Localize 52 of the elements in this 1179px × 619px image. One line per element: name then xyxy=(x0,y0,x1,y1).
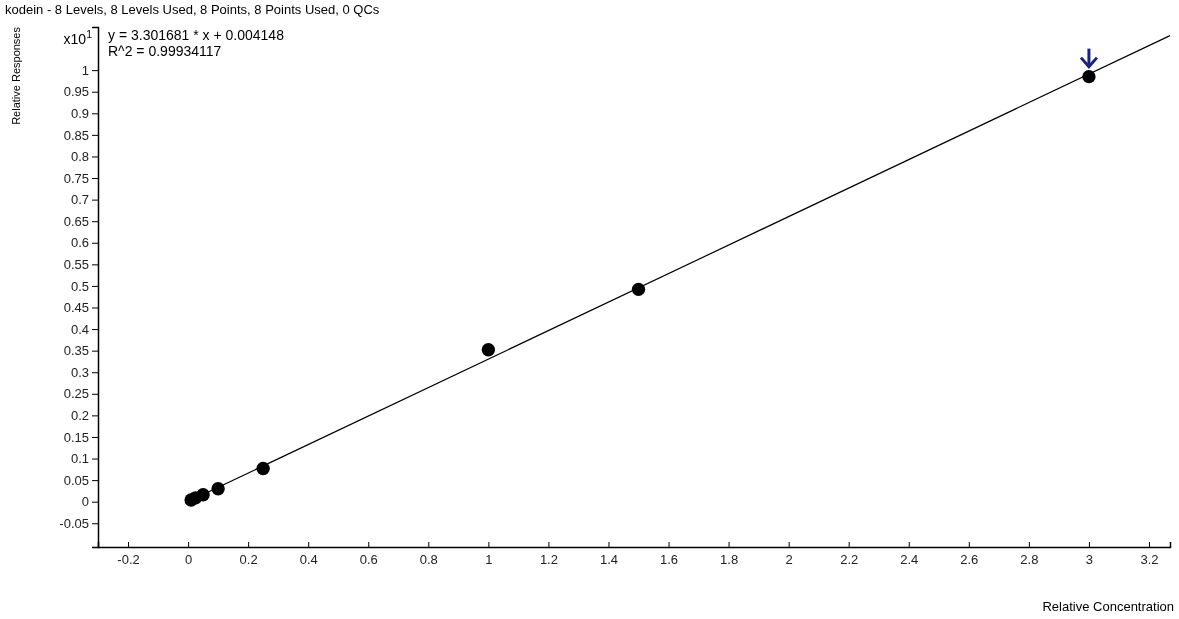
point xyxy=(1082,69,1096,84)
x-axis-title: Relative Concentration xyxy=(1042,599,1174,614)
y-tick-label: 0.7 xyxy=(70,192,89,208)
y-tick-label: 0.15 xyxy=(63,429,89,445)
point xyxy=(211,482,225,496)
x-tick-label: 1.6 xyxy=(659,552,679,568)
y-tick-label: 0.65 xyxy=(63,213,89,229)
point xyxy=(196,488,210,502)
x-tick-label: 0.6 xyxy=(359,552,378,568)
point xyxy=(481,343,496,357)
x-tick-label: 1.8 xyxy=(720,552,739,568)
y-tick-label: 0.25 xyxy=(63,386,89,402)
y-tick-label: 0.6 xyxy=(70,235,89,251)
annotation: R^2 = 0.99934117 xyxy=(108,43,222,59)
x-tick-label: 1.4 xyxy=(599,552,619,568)
y-tick-label: 0.05 xyxy=(63,472,89,488)
x-tick-label: 0.2 xyxy=(239,552,258,568)
point xyxy=(631,282,646,297)
y-tick-label: 0 xyxy=(81,494,89,510)
x-tick-label: 2 xyxy=(785,552,793,568)
x-tick-label: 2.6 xyxy=(960,552,979,568)
y-tick-label: 0.55 xyxy=(63,257,89,272)
x-tick-label: 2.8 xyxy=(1020,552,1039,568)
y-tick-label: 0.3 xyxy=(70,364,89,380)
x-tick-label: 0 xyxy=(184,552,193,568)
y-tick-label: 0.85 xyxy=(63,127,89,143)
x-tick-label: 3 xyxy=(1085,552,1094,568)
y-tick-label: 1 xyxy=(81,62,89,78)
y-tick-label: 0.4 xyxy=(70,321,89,337)
x-tick-label: 1 xyxy=(485,552,493,568)
y-axis-title: Relative Responses xyxy=(10,26,22,125)
y-tick-label: 0.95 xyxy=(63,84,89,100)
y-tick-label: -0.05 xyxy=(59,515,89,531)
y-tick-label: 0.35 xyxy=(63,343,89,359)
y-tick-label: 0.8 xyxy=(70,149,89,165)
y-tick-label: 0.9 xyxy=(70,105,89,121)
y-tick-label: 0.1 xyxy=(70,451,89,467)
point xyxy=(256,461,270,476)
x-tick-label: 1.2 xyxy=(539,552,558,568)
annotation: y = 3.301681 * x + 0.004148 xyxy=(108,27,285,43)
x-tick-label: -0.2 xyxy=(117,552,140,568)
x-tick-label: 2.4 xyxy=(900,552,919,568)
x-tick-label: 2.2 xyxy=(840,552,859,568)
text: x10$^{1}$ xyxy=(63,28,93,47)
x-tick-label: 0.8 xyxy=(419,552,438,568)
x-tick-label: 0.4 xyxy=(299,552,318,568)
y-tick-label: 0.2 xyxy=(70,408,89,424)
chart-title: kodein - 8 Levels, 8 Levels Used, 8 Points, 8 Points Used, 0 QCs xyxy=(5,2,380,17)
y-tick-label: 0.5 xyxy=(70,278,89,294)
y-tick-label: 0.75 xyxy=(63,170,89,186)
x-tick-label: 3.2 xyxy=(1140,552,1159,568)
y-tick-label: 0.45 xyxy=(63,300,89,316)
